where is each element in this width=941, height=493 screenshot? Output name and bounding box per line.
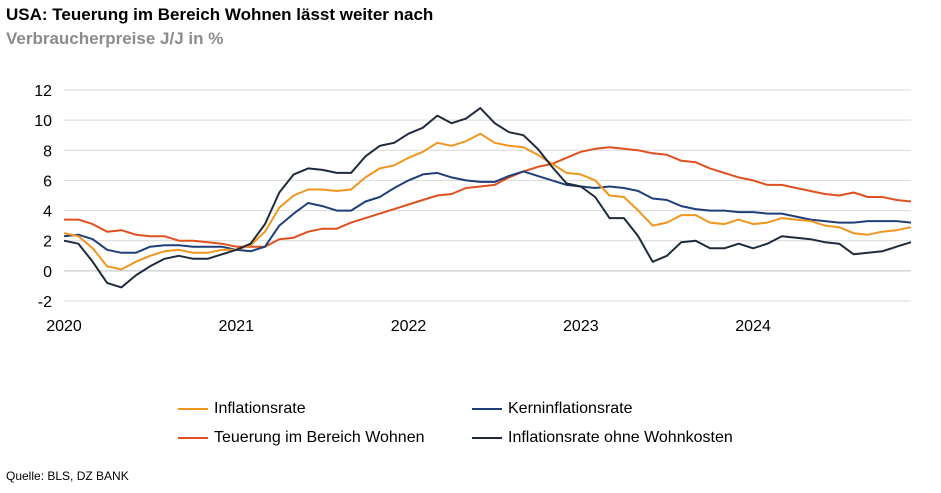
source-note: Quelle: BLS, DZ BANK bbox=[6, 469, 129, 483]
y-tick-label: 4 bbox=[43, 204, 52, 221]
y-tick-label: 6 bbox=[43, 173, 52, 190]
y-tick-label: 10 bbox=[34, 113, 52, 130]
legend-swatch bbox=[472, 437, 502, 439]
legend-swatch bbox=[178, 437, 208, 439]
series-line-teuerung-im-bereich-wohnen bbox=[64, 146, 912, 248]
chart-subtitle: Verbraucherpreise J/J in % bbox=[6, 29, 224, 48]
legend-label: Teuerung im Bereich Wohnen bbox=[214, 429, 425, 446]
chart-title: USA: Teuerung im Bereich Wohnen lässt we… bbox=[6, 5, 434, 24]
x-tick-label: 2024 bbox=[735, 318, 771, 335]
y-tick-label: 8 bbox=[43, 143, 52, 160]
legend-item-kerninflationsrate: Kerninflationsrate bbox=[472, 400, 633, 418]
y-tick-label: 12 bbox=[34, 83, 52, 100]
y-tick-label: -2 bbox=[38, 294, 52, 311]
series-line-inflationsrate bbox=[63, 132, 912, 271]
x-tick-label: 2023 bbox=[563, 318, 599, 335]
series-line-inflationsrate-ohne-wohnkosten bbox=[63, 107, 912, 289]
x-axis-tick-labels: 2020 2021 2022 2023 2024 bbox=[46, 318, 771, 335]
legend-item-inflation-ohne-wohnkosten: Inflationsrate ohne Wohnkosten bbox=[472, 429, 733, 447]
legend-label: Inflationsrate bbox=[214, 400, 306, 417]
legend-label: Kerninflationsrate bbox=[508, 400, 633, 417]
series-line-kerninflationsrate bbox=[63, 170, 912, 254]
legend-swatch bbox=[472, 408, 502, 410]
x-tick-label: 2022 bbox=[391, 318, 427, 335]
legend-swatch bbox=[178, 408, 208, 410]
legend-item-inflationsrate: Inflationsrate bbox=[178, 400, 306, 418]
gridlines bbox=[64, 89, 911, 302]
legend-label: Inflationsrate ohne Wohnkosten bbox=[508, 429, 733, 446]
series-lines bbox=[63, 107, 912, 289]
x-tick-label: 2020 bbox=[46, 318, 82, 335]
y-tick-label: 0 bbox=[43, 264, 52, 281]
x-tick-label: 2021 bbox=[218, 318, 254, 335]
legend-item-teuerung-wohnen: Teuerung im Bereich Wohnen bbox=[178, 429, 425, 447]
y-tick-label: 2 bbox=[43, 234, 52, 251]
y-axis-tick-labels: 12 10 8 6 4 2 0 -2 bbox=[34, 83, 52, 311]
